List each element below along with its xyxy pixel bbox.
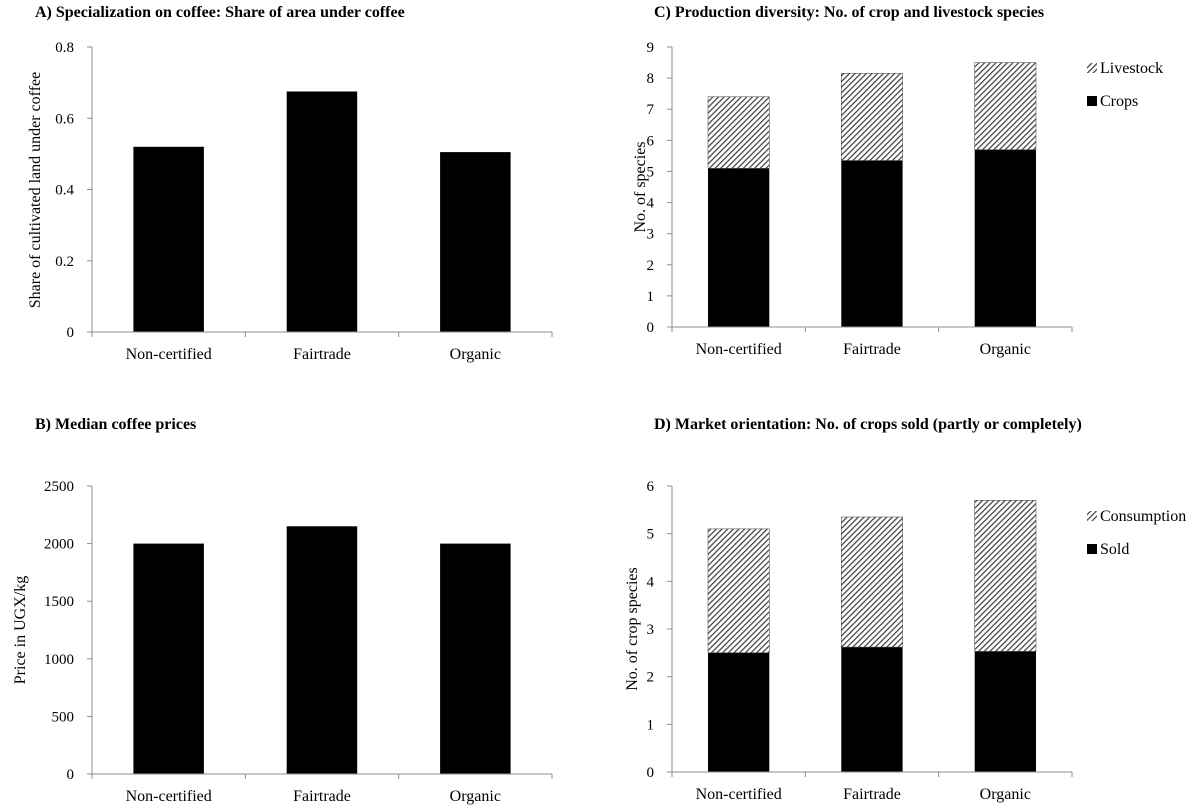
bar-crops-fairtrade <box>841 160 903 327</box>
y-tick-label: 4 <box>647 196 655 212</box>
bar-crops-organic <box>974 149 1036 327</box>
panel-A: A) Specialization on coffee: Share of ar… <box>27 4 553 363</box>
bar-sold-non-certified <box>708 652 770 772</box>
bar-value-non-certified <box>133 543 204 774</box>
y-tick-label: 9 <box>647 40 655 56</box>
bar-consumption-fairtrade <box>841 516 903 648</box>
x-tick-label: Fairtrade <box>293 346 351 363</box>
legend-label-sold: Sold <box>1100 541 1129 558</box>
y-tick-label: 0 <box>647 320 655 336</box>
y-tick-label: 3 <box>647 227 655 243</box>
chart-title: C) Production diversity: No. of crop and… <box>654 4 1044 21</box>
y-tick-label: 0.2 <box>55 254 74 270</box>
y-tick-label: 0 <box>647 765 655 781</box>
y-tick-label: 8 <box>647 71 655 87</box>
bar-value-fairtrade <box>286 526 358 774</box>
x-tick-label: Organic <box>450 346 501 363</box>
y-tick-label: 4 <box>647 574 655 590</box>
y-tick-label: 500 <box>52 709 75 725</box>
bar-value-non-certified <box>133 146 204 333</box>
y-tick-label: 0.6 <box>55 111 74 127</box>
legend: Consumption Sold <box>1087 508 1186 558</box>
y-tick-label: 7 <box>647 102 655 118</box>
x-tick-label: Non-certified <box>696 341 782 358</box>
bar-livestock-fairtrade <box>841 73 903 161</box>
bar-value-organic <box>440 543 511 774</box>
y-axis-label: Share of cultivated land under coffee <box>27 72 44 309</box>
y-tick-label: 3 <box>647 622 655 638</box>
legend-swatch-crops <box>1087 96 1097 106</box>
x-tick-label: Fairtrade <box>293 788 351 805</box>
y-tick-label: 6 <box>647 479 655 495</box>
panel-D: D) Market orientation: No. of crops sold… <box>624 416 1186 803</box>
bar-value-fairtrade <box>286 91 358 332</box>
y-tick-label: 1000 <box>44 652 74 668</box>
legend: Livestock Crops <box>1087 60 1163 110</box>
x-tick-label: Organic <box>980 341 1031 358</box>
legend-swatch-livestock <box>1087 63 1097 73</box>
y-tick-label: 1500 <box>44 594 74 610</box>
x-tick-label: Non-certified <box>126 788 212 805</box>
bar-livestock-non-certified <box>707 96 770 169</box>
legend-swatch-sold <box>1087 544 1097 554</box>
y-tick-label: 0 <box>67 325 75 341</box>
bars <box>707 500 1037 772</box>
bar-sold-organic <box>974 651 1036 772</box>
y-tick-label: 1 <box>647 717 655 733</box>
y-tick-label: 5 <box>647 527 655 543</box>
y-axis-label: No. of crop species <box>624 567 641 691</box>
bar-consumption-non-certified <box>707 528 770 654</box>
x-tick-label: Non-certified <box>696 786 782 803</box>
y-tick-label: 5 <box>647 164 655 180</box>
bar-livestock-organic <box>974 62 1037 150</box>
bars <box>133 526 511 774</box>
y-tick-label: 0.4 <box>55 183 74 199</box>
bar-crops-non-certified <box>708 168 770 327</box>
legend-label-livestock: Livestock <box>1100 60 1163 77</box>
x-tick-label: Organic <box>980 786 1031 803</box>
bar-sold-fairtrade <box>841 647 903 772</box>
legend-label-crops: Crops <box>1100 93 1138 110</box>
panel-B: B) Median coffee prices Price in UGX/kg No… <box>12 416 553 805</box>
bars <box>707 62 1037 327</box>
chart-title: B) Median coffee prices <box>35 416 196 433</box>
y-tick-label: 2 <box>647 258 655 274</box>
y-tick-label: 2500 <box>44 479 74 495</box>
bar-value-organic <box>440 152 511 332</box>
legend-label-consumption: Consumption <box>1100 508 1186 525</box>
legend-swatch-consumption <box>1087 511 1097 521</box>
bar-consumption-organic <box>974 500 1037 652</box>
y-tick-label: 0 <box>67 767 75 783</box>
bars <box>133 91 511 333</box>
y-tick-label: 6 <box>647 133 655 149</box>
x-tick-label: Non-certified <box>126 346 212 363</box>
y-tick-label: 2 <box>647 670 655 686</box>
y-axis-label: No. of species <box>632 141 649 232</box>
x-tick-label: Organic <box>450 788 501 805</box>
y-tick-label: 0.8 <box>55 40 74 56</box>
y-tick-label: 2000 <box>44 537 74 553</box>
panel-C: C) Production diversity: No. of crop and… <box>632 4 1163 358</box>
y-axis-label: Price in UGX/kg <box>12 576 29 684</box>
x-tick-label: Fairtrade <box>843 341 901 358</box>
chart-title: D) Market orientation: No. of crops sold… <box>654 416 1082 433</box>
x-tick-label: Fairtrade <box>843 786 901 803</box>
y-tick-label: 1 <box>647 289 655 305</box>
chart-title: A) Specialization on coffee: Share of ar… <box>35 4 405 21</box>
